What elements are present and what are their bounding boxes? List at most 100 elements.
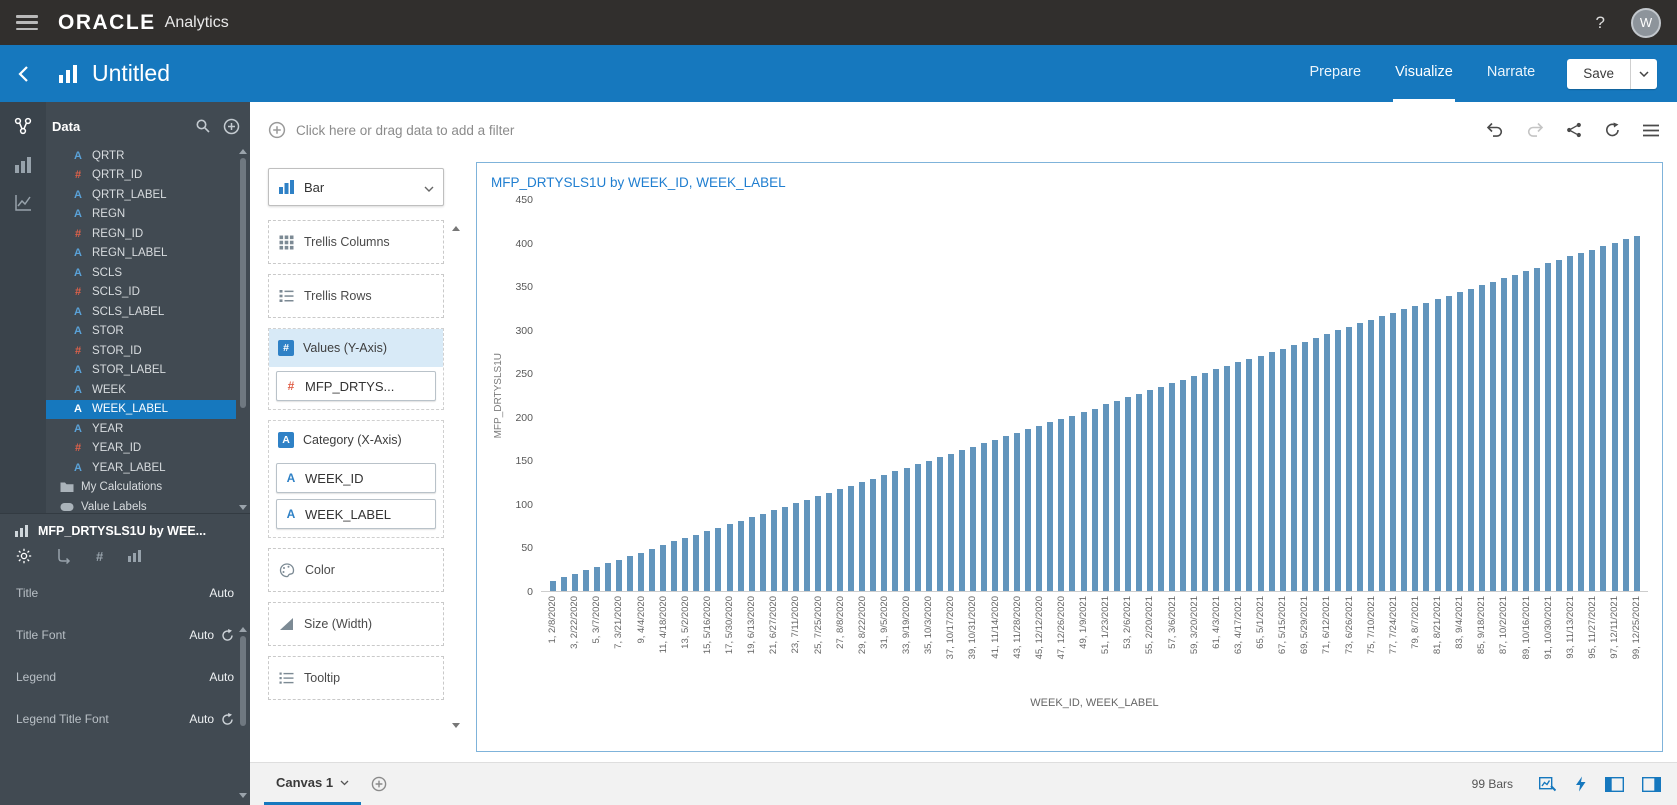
bar-week-39[interactable]: [969, 446, 976, 591]
bar-week-20[interactable]: [759, 513, 766, 591]
bar-week-10[interactable]: [649, 549, 656, 591]
bar-week-92[interactable]: [1556, 259, 1563, 591]
bar-week-49[interactable]: [1080, 412, 1087, 591]
bar-week-54[interactable]: [1135, 393, 1142, 591]
values-slot[interactable]: # Values (Y-Axis): [269, 329, 443, 367]
field-item-scls[interactable]: A SCLS: [46, 263, 236, 283]
bar-week-78[interactable]: [1401, 309, 1408, 591]
bar-week-32[interactable]: [892, 471, 899, 591]
save-button[interactable]: Save: [1567, 58, 1631, 89]
refresh-data-icon[interactable]: [1604, 122, 1621, 138]
bar-week-90[interactable]: [1534, 267, 1541, 591]
bar-week-74[interactable]: [1357, 323, 1364, 591]
properties-tab-axis-icon[interactable]: [56, 548, 72, 564]
category-slot[interactable]: A Category (X-Axis): [269, 421, 443, 459]
properties-tab-analytics-icon[interactable]: [127, 549, 142, 563]
bar-week-18[interactable]: [737, 520, 744, 591]
redo-icon[interactable]: [1526, 122, 1544, 138]
bar-week-50[interactable]: [1091, 408, 1098, 591]
properties-tab-values-icon[interactable]: #: [96, 548, 104, 564]
bar-week-53[interactable]: [1124, 397, 1131, 591]
bar-week-16[interactable]: [715, 527, 722, 591]
bar-week-63[interactable]: [1235, 362, 1242, 591]
bar-week-95[interactable]: [1589, 249, 1596, 591]
bar-week-82[interactable]: [1445, 295, 1452, 591]
trellis-columns-slot[interactable]: Trellis Columns: [268, 220, 444, 264]
bar-week-60[interactable]: [1202, 372, 1209, 591]
bar-week-8[interactable]: [626, 556, 633, 591]
bar-week-41[interactable]: [992, 439, 999, 591]
bar-week-15[interactable]: [704, 531, 711, 591]
bar-week-77[interactable]: [1390, 312, 1397, 591]
bar-week-52[interactable]: [1113, 400, 1120, 591]
field-item-qrtr[interactable]: A QRTR: [46, 146, 236, 166]
property-row[interactable]: Title Auto: [0, 572, 250, 614]
bar-week-57[interactable]: [1169, 383, 1176, 591]
field-item-qrtr_label[interactable]: A QRTR_LABEL: [46, 185, 236, 205]
bar-week-84[interactable]: [1467, 288, 1474, 591]
bar-week-23[interactable]: [792, 503, 799, 591]
bar-week-79[interactable]: [1412, 306, 1419, 591]
global-menu-icon[interactable]: [16, 15, 38, 30]
reset-icon[interactable]: [221, 712, 234, 726]
bar-week-35[interactable]: [925, 460, 932, 591]
bar-week-40[interactable]: [980, 443, 987, 591]
bar-week-27[interactable]: [837, 489, 844, 591]
bar-week-98[interactable]: [1622, 239, 1629, 591]
visualizations-panel-icon[interactable]: [14, 156, 32, 174]
bar-week-4[interactable]: [582, 570, 589, 591]
data-scrollbar[interactable]: [238, 146, 249, 513]
bar-week-94[interactable]: [1578, 253, 1585, 591]
tab-prepare[interactable]: Prepare: [1309, 64, 1362, 80]
bar-week-51[interactable]: [1102, 404, 1109, 591]
scroll-up-icon[interactable]: [239, 627, 247, 632]
back-icon[interactable]: [0, 45, 48, 102]
bar-week-31[interactable]: [881, 474, 888, 591]
bar-week-12[interactable]: [671, 541, 678, 591]
bar-week-28[interactable]: [848, 485, 855, 591]
color-slot[interactable]: Color: [268, 548, 444, 592]
scroll-thumb[interactable]: [240, 158, 246, 408]
field-item-stor_label[interactable]: A STOR_LABEL: [46, 361, 236, 381]
bar-week-3[interactable]: [571, 573, 578, 591]
layout-left-panel-icon[interactable]: [1605, 776, 1624, 792]
property-row[interactable]: Title Font Auto: [0, 614, 250, 656]
bar-week-65[interactable]: [1257, 355, 1264, 591]
field-item-scls_id[interactable]: # SCLS_ID: [46, 283, 236, 303]
scroll-down-icon[interactable]: [452, 723, 460, 728]
bar-week-76[interactable]: [1379, 316, 1386, 591]
value-labels-item[interactable]: Value Labels: [46, 497, 250, 513]
save-menu-caret-icon[interactable]: [1631, 58, 1657, 89]
property-row[interactable]: Legend Auto: [0, 656, 250, 698]
field-item-year_label[interactable]: A YEAR_LABEL: [46, 458, 236, 478]
scroll-down-icon[interactable]: [239, 793, 247, 798]
field-item-year[interactable]: A YEAR: [46, 419, 236, 439]
bar-week-75[interactable]: [1368, 319, 1375, 591]
bar-week-30[interactable]: [870, 478, 877, 591]
field-item-scls_label[interactable]: A SCLS_LABEL: [46, 302, 236, 322]
bar-week-2[interactable]: [560, 577, 567, 591]
bar-week-55[interactable]: [1146, 390, 1153, 591]
bar-week-26[interactable]: [826, 492, 833, 591]
bar-week-64[interactable]: [1246, 359, 1253, 591]
bar-week-34[interactable]: [914, 464, 921, 591]
auto-insights-lightning-icon[interactable]: [1574, 776, 1587, 792]
bar-week-91[interactable]: [1545, 263, 1552, 591]
bar-week-29[interactable]: [859, 482, 866, 591]
analytics-panel-icon[interactable]: [14, 194, 32, 212]
bar-week-42[interactable]: [1003, 436, 1010, 591]
bar-week-48[interactable]: [1069, 415, 1076, 591]
bar-week-87[interactable]: [1500, 278, 1507, 591]
field-item-regn_label[interactable]: A REGN_LABEL: [46, 244, 236, 264]
my-calculations-item[interactable]: My Calculations: [46, 478, 250, 498]
field-item-regn[interactable]: A REGN: [46, 205, 236, 225]
bar-week-21[interactable]: [770, 510, 777, 591]
bar-week-14[interactable]: [693, 534, 700, 591]
bar-week-67[interactable]: [1279, 348, 1286, 591]
bar-week-89[interactable]: [1523, 271, 1530, 591]
bar-week-25[interactable]: [815, 496, 822, 591]
help-icon[interactable]: ?: [1595, 12, 1605, 32]
property-row[interactable]: Legend Title Font Auto: [0, 698, 250, 740]
bar-week-9[interactable]: [638, 552, 645, 591]
field-item-week[interactable]: A WEEK: [46, 380, 236, 400]
